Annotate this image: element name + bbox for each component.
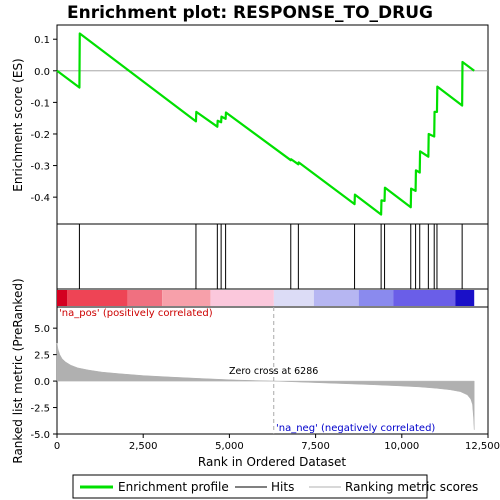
- chart-title: Enrichment plot: RESPONSE_TO_DRUG: [67, 3, 433, 23]
- es-y-tick-label: 0.0: [34, 67, 50, 78]
- x-tick-label: 2,500: [129, 441, 158, 452]
- rank-y-tick-label: 0.0: [34, 377, 50, 388]
- rank-y-tick-label: 5.0: [34, 324, 50, 335]
- es-y-tick-label: -0.1: [30, 98, 50, 109]
- es-y-tick-label: -0.3: [30, 162, 50, 173]
- color-bar-segment: [314, 290, 359, 306]
- es-y-tick-label: 0.1: [34, 35, 50, 46]
- rank-y-tick-label: -5.0: [30, 430, 50, 441]
- color-bar-segment: [359, 290, 393, 306]
- zero-cross-label: Zero cross at 6286: [229, 366, 318, 377]
- x-tick-label: 7,500: [301, 441, 330, 452]
- x-tick-label: 10,000: [384, 441, 419, 452]
- legend: Enrichment profile Hits Ranking metric s…: [73, 475, 478, 498]
- rank-y-tick-label: 2.5: [34, 351, 50, 362]
- color-bar-segment: [57, 290, 67, 306]
- color-bar: [57, 290, 474, 306]
- rank-y-tick-label: -2.5: [30, 404, 50, 415]
- es-y-tick-label: -0.4: [30, 193, 50, 204]
- color-bar-segment: [393, 290, 455, 306]
- legend-label-ranking: Ranking metric scores: [345, 480, 478, 494]
- x-tick-label: 0: [54, 441, 60, 452]
- color-bar-segment: [455, 290, 474, 306]
- color-bar-segment: [210, 290, 273, 306]
- rank-y-axis-label: Ranked list metric (PreRanked): [11, 278, 25, 463]
- color-bar-segment: [128, 290, 162, 306]
- legend-label-hits: Hits: [271, 480, 294, 494]
- color-bar-segment: [274, 290, 314, 306]
- color-bar-segment: [67, 290, 127, 306]
- es-y-tick-label: -0.2: [30, 130, 50, 141]
- x-tick-label: 5,000: [215, 441, 244, 452]
- positive-correlation-label: 'na_pos' (positively correlated): [59, 308, 213, 319]
- x-axis-label: Rank in Ordered Dataset: [198, 455, 346, 469]
- x-tick-label: 12,500: [465, 441, 500, 452]
- legend-label-enrichment: Enrichment profile: [118, 480, 229, 494]
- es-y-axis-label: Enrichment score (ES): [11, 58, 25, 191]
- negative-correlation-label: 'na_neg' (negatively correlated): [276, 423, 435, 434]
- color-bar-segment: [162, 290, 210, 306]
